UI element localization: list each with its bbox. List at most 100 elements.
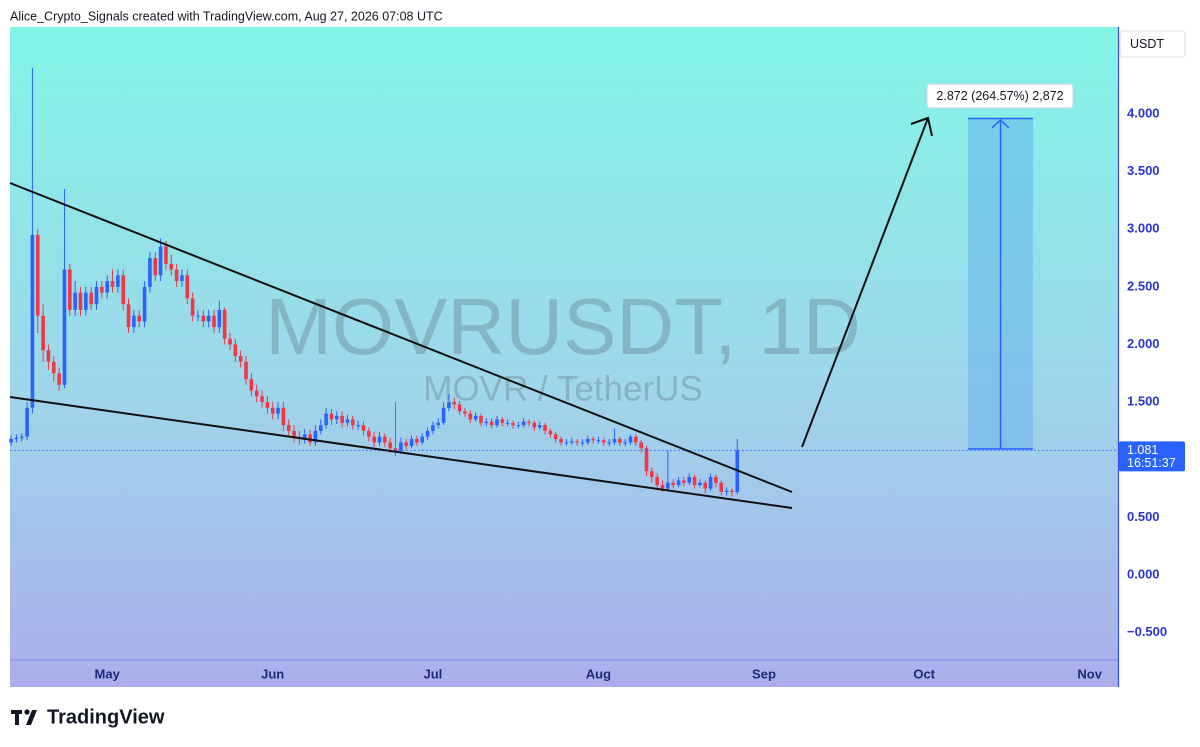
arrow-head [910, 116, 933, 137]
candle-body [473, 415, 478, 420]
candle-body [158, 246, 163, 276]
candle-body [543, 425, 547, 431]
candle-body [84, 292, 88, 310]
candle-body [68, 269, 72, 310]
candle-body [148, 258, 152, 287]
candle-body [153, 258, 158, 276]
candle-body [9, 438, 13, 443]
candle-body [585, 438, 590, 443]
candle-body [19, 436, 24, 438]
candle-body [180, 275, 184, 282]
candle-body [233, 344, 238, 357]
candle-body [94, 286, 99, 305]
countdown-label: 16:51:37 [1127, 456, 1176, 470]
candle-body [580, 442, 585, 444]
candle-body [655, 477, 659, 486]
candle-body [244, 361, 248, 380]
candle-body [212, 315, 216, 328]
measure-label-box [926, 83, 1074, 109]
candle-body [164, 246, 168, 264]
candle-body [351, 419, 355, 426]
axes-layer: −0.500 0.000 0.500 1.500 2.000 2.500 3.000 3.50… [95, 105, 1185, 681]
candle-body [420, 436, 425, 443]
candle-body [425, 430, 430, 437]
attribution: Alice_Crypto_Signals created with Tradin… [10, 9, 443, 23]
x-tick-label: May [95, 666, 121, 681]
candle-body [201, 315, 206, 322]
candle-body [698, 482, 702, 486]
candle-body [51, 361, 56, 374]
x-tick-label: Jul [424, 666, 443, 681]
candle-body [511, 422, 515, 426]
last-price-tag [1119, 441, 1185, 472]
candle-body [121, 275, 126, 305]
candle-body [479, 415, 483, 423]
candle-body [687, 477, 692, 483]
candle-body [30, 235, 35, 408]
candle-body [334, 415, 339, 420]
candle-body [431, 425, 435, 431]
candle-body [618, 438, 622, 443]
candle-body [505, 422, 510, 424]
candle-body [302, 434, 307, 439]
candle-body [607, 442, 611, 444]
currency-label: USDT [1130, 37, 1164, 51]
candle-body [703, 482, 708, 489]
candle-body [650, 471, 654, 478]
upper-trendline [9, 182, 793, 493]
candle-body [356, 425, 360, 427]
projection-arrow [801, 117, 929, 448]
candle-body [41, 315, 45, 351]
candle-body [265, 402, 270, 408]
candle-body [46, 350, 51, 362]
candle-body [324, 413, 328, 426]
candle-body [14, 437, 19, 439]
candle-body [521, 421, 526, 426]
candle-body [276, 407, 280, 414]
candle-body [559, 438, 563, 443]
candle-body [110, 281, 115, 287]
candle-body [377, 436, 382, 443]
candle-body [623, 442, 627, 444]
y-tick-label: 0.000 [1127, 566, 1160, 581]
candle-body [484, 421, 489, 423]
candle-body [468, 413, 473, 420]
candle-body [553, 434, 558, 439]
candle-body [612, 438, 617, 443]
candle-body [569, 441, 574, 443]
currency-box [1119, 30, 1186, 58]
y-tick-label: −0.500 [1127, 624, 1167, 639]
candle-body [270, 407, 275, 414]
candle-body [78, 292, 83, 310]
candle-body [185, 275, 190, 299]
candle-body [292, 430, 296, 437]
candle-body [345, 419, 350, 423]
candle-body [666, 482, 670, 489]
candle-body [174, 269, 179, 282]
candle-body [57, 373, 61, 385]
candle-body [329, 413, 334, 420]
candle-body [719, 482, 724, 492]
watermark-symbol: MOVRUSDT, 1D [265, 282, 861, 371]
candle-body [308, 434, 312, 443]
candle-body [532, 422, 537, 428]
y-tick-label: 3.500 [1127, 163, 1160, 178]
candle-body [383, 436, 387, 443]
candle-body [393, 448, 398, 451]
candle-body [116, 275, 120, 287]
candle-body [388, 442, 392, 449]
candle-body [126, 304, 131, 328]
candle-body [575, 441, 579, 443]
candle-body [313, 430, 318, 443]
y-tick-label: 0.500 [1127, 509, 1160, 524]
lower-trendline [9, 396, 793, 509]
y-tick-label: 4.000 [1127, 105, 1160, 120]
x-tick-label: Oct [913, 666, 935, 681]
y-tick-label: 2.500 [1127, 278, 1160, 293]
candle-body [206, 315, 211, 322]
candle-body [62, 269, 67, 385]
candle-body [361, 425, 366, 431]
candle-body [196, 315, 200, 317]
candle-body [644, 448, 649, 472]
